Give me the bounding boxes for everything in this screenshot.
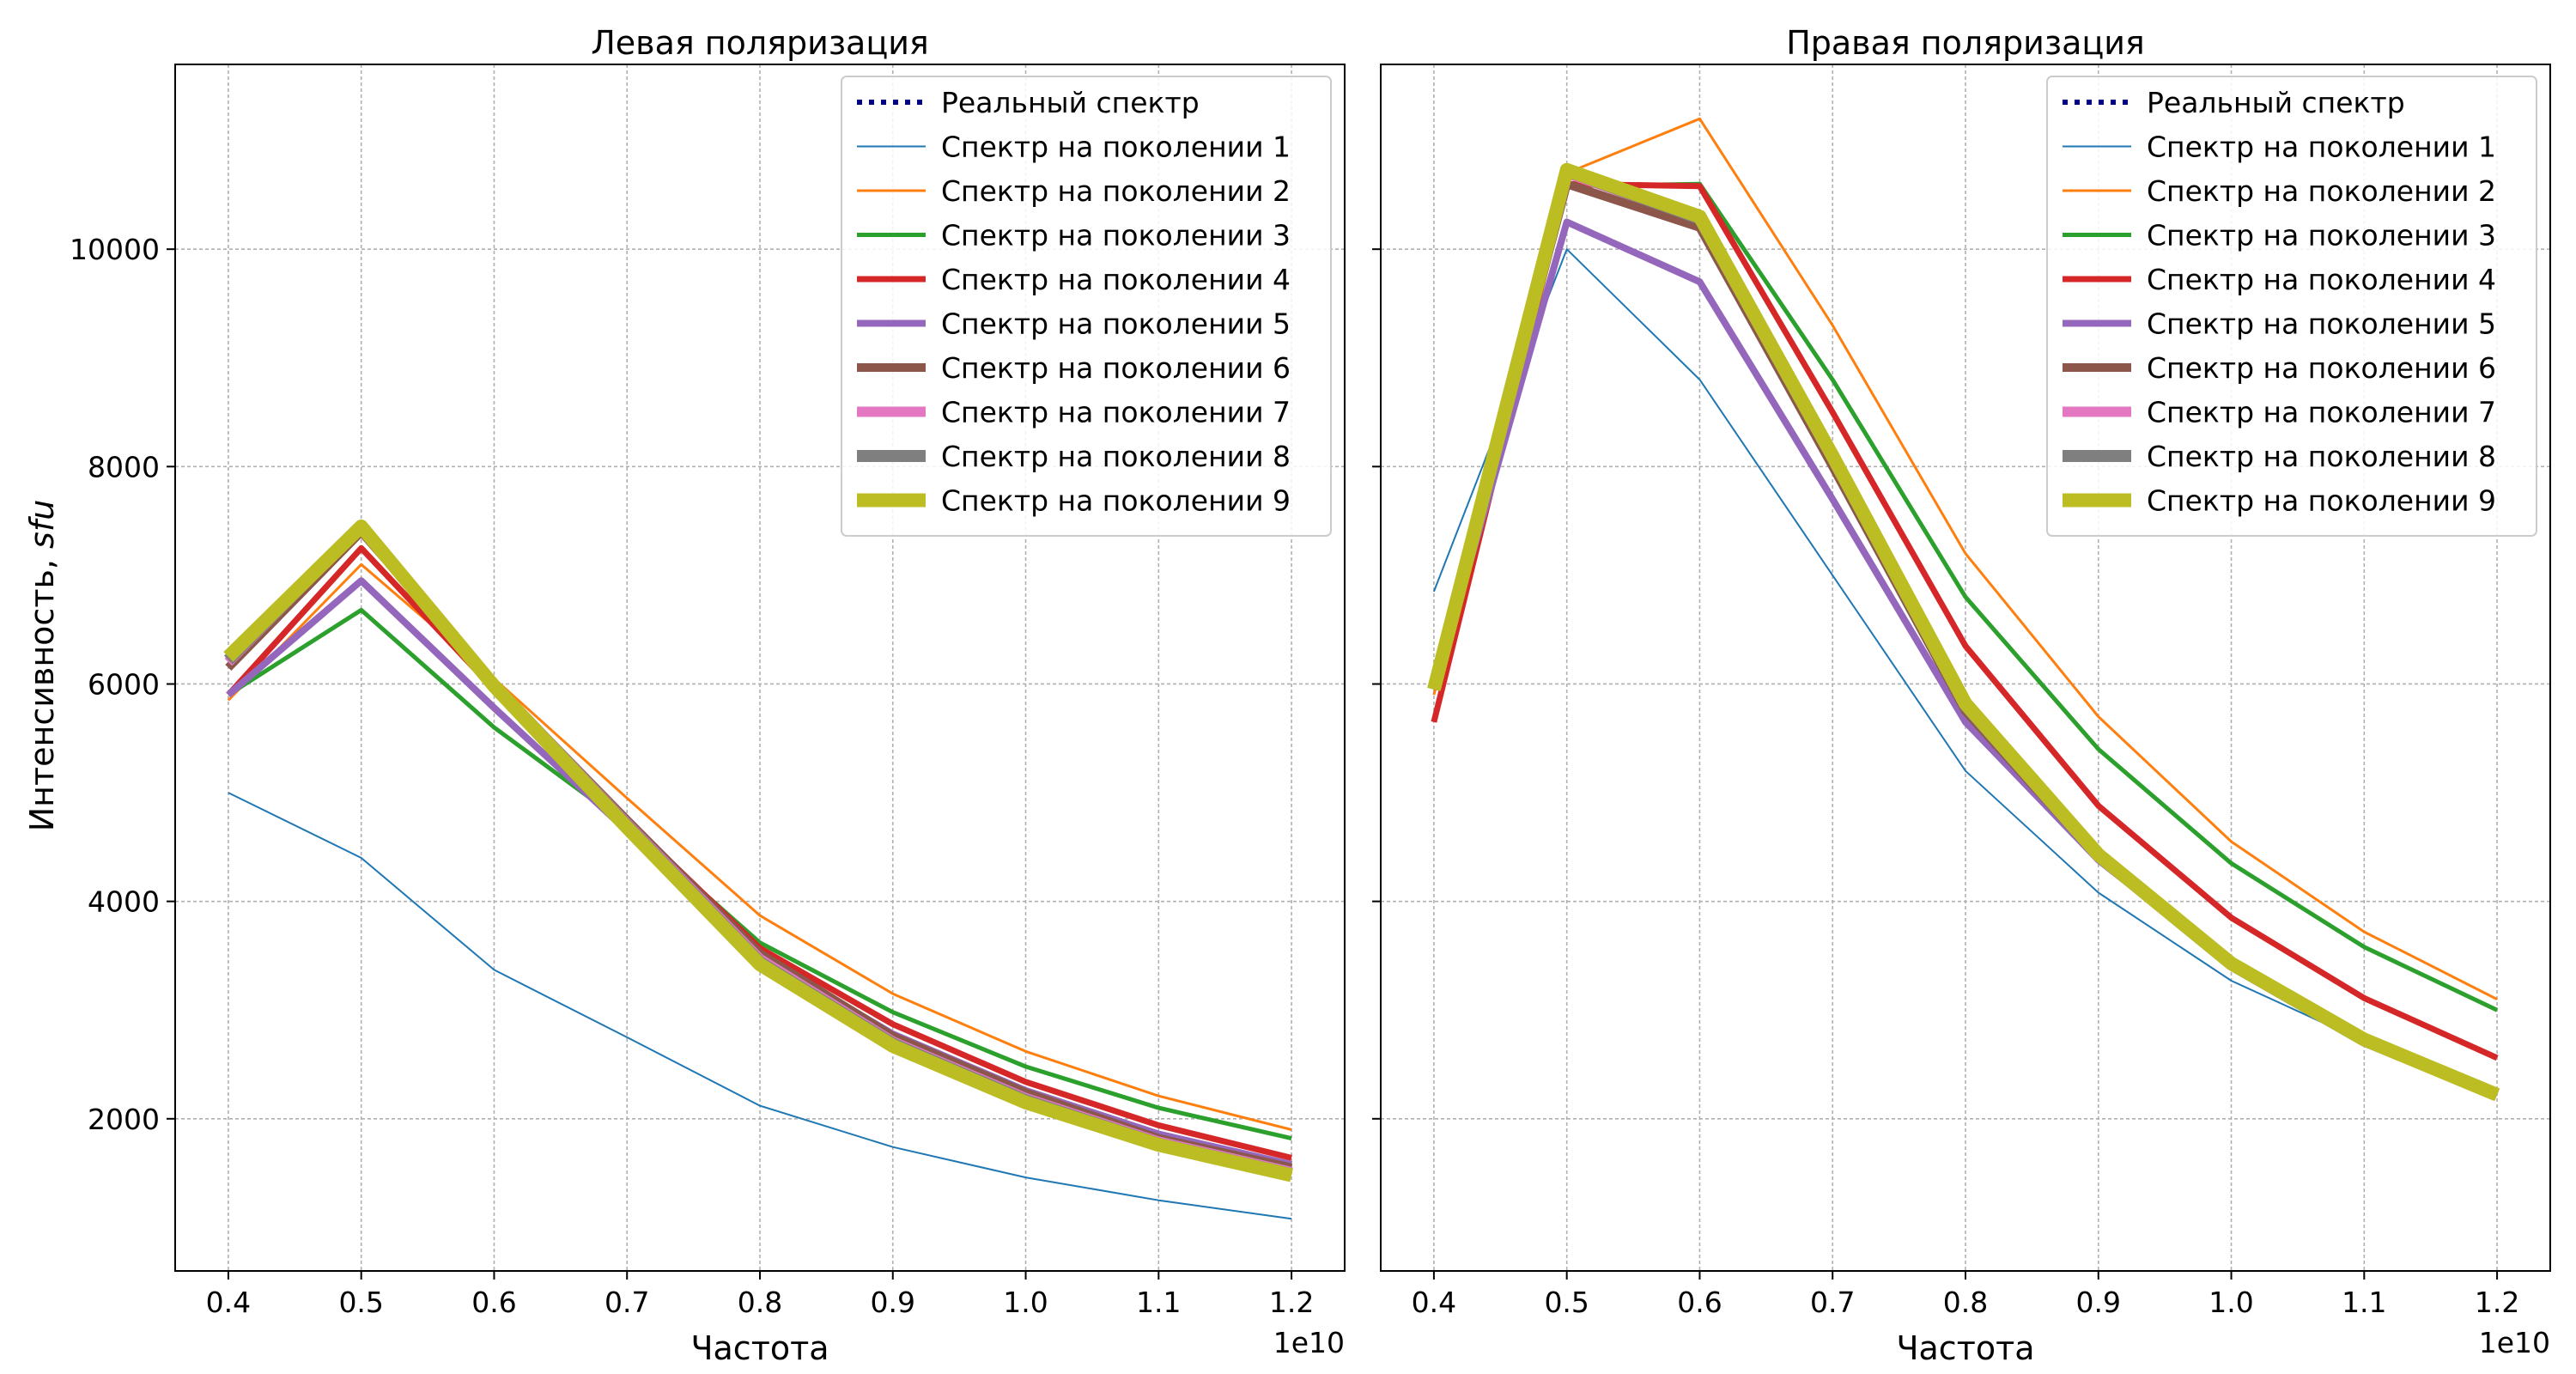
- right-legend: Реальный спектр Спектр на поколении 1 Спек…: [2046, 76, 2537, 537]
- left-x-offset-label: 1e10: [1273, 1326, 1345, 1359]
- y-axis-label-unit: sfu: [23, 500, 61, 549]
- right-legend-label-1: Спектр на поколении 1: [2147, 131, 2496, 164]
- right-legend-label-7: Спектр на поколении 7: [2147, 396, 2496, 429]
- left-chart-title: Левая поляризация: [591, 24, 929, 62]
- right-x-tick-label: 1.2: [2475, 1286, 2519, 1319]
- left-legend-label-1: Спектр на поколении 1: [941, 131, 1291, 164]
- y-axis-label-text: Интенсивность,: [23, 549, 61, 831]
- right-x-tick-label: 0.5: [1544, 1286, 1589, 1319]
- left-y-tick-label: 10000: [70, 233, 160, 266]
- left-y-tick-label: 2000: [88, 1103, 160, 1136]
- right-legend-label-0: Реальный спектр: [2147, 86, 2405, 119]
- right-x-tick-label: 0.9: [2076, 1286, 2121, 1319]
- right-x-tick-label: 0.7: [1810, 1286, 1855, 1319]
- right-x-tick-label: 1.1: [2342, 1286, 2386, 1319]
- left-legend-label-9: Спектр на поколении 9: [941, 484, 1291, 518]
- right-chart-title: Правая поляризация: [1786, 24, 2145, 62]
- left-legend-label-6: Спектр на поколении 6: [941, 351, 1291, 385]
- right-series-line-9: [1427, 162, 2500, 1102]
- left-legend-label-7: Спектр на поколении 7: [941, 396, 1291, 429]
- left-series-line-6: [225, 527, 1293, 1172]
- left-y-tick-label: 4000: [88, 885, 160, 919]
- left-legend-label-3: Спектр на поколении 3: [941, 219, 1291, 252]
- right-legend-label-2: Спектр на поколении 2: [2147, 174, 2496, 208]
- right-x-offset-label: 1e10: [2479, 1326, 2550, 1359]
- shared-y-axis-label: Интенсивность, sfu: [23, 500, 61, 832]
- right-series-line-2: [1432, 117, 2498, 1000]
- left-x-tick-label: 1.0: [1003, 1286, 1048, 1319]
- left-x-tick-label: 0.8: [738, 1286, 782, 1319]
- left-polarization-panel: 0.4 0.5 0.6 0.7 0.8 0.9 1.0 1.1 1.2 2000 4000 6000 8…: [70, 24, 1346, 1367]
- right-legend-label-5: Спектр на поколении 5: [2147, 307, 2496, 341]
- right-x-tick-label: 0.6: [1677, 1286, 1722, 1319]
- right-polarization-panel: 0.4 0.5 0.6 0.7 0.8 0.9 1.0 1.1 1.2 1e10 Частота Пр…: [1372, 24, 2551, 1367]
- left-y-tick-label: 6000: [88, 667, 160, 701]
- left-legend-label-5: Спектр на поколении 5: [941, 307, 1291, 341]
- left-x-tick-label: 0.7: [605, 1286, 649, 1319]
- left-x-tick-label: 1.2: [1269, 1286, 1314, 1319]
- left-y-tick-label: 8000: [88, 450, 160, 483]
- right-x-tick-label: 0.4: [1412, 1286, 1456, 1319]
- right-x-tick-label: 0.8: [1943, 1286, 1988, 1319]
- left-x-tick-label: 0.5: [338, 1286, 383, 1319]
- right-x-axis-label: Частота: [1896, 1329, 2034, 1367]
- right-legend-label-4: Спектр на поколении 4: [2147, 263, 2496, 296]
- right-legend-label-6: Спектр на поколении 6: [2147, 351, 2496, 385]
- left-series-line-3: [227, 607, 1292, 1141]
- left-x-axis-label: Частота: [690, 1329, 829, 1367]
- right-legend-label-9: Спектр на поколении 9: [2147, 484, 2496, 518]
- left-legend: Реальный спектр Спектр на поколении 1 Спек…: [841, 76, 1332, 537]
- left-legend-label-2: Спектр на поколении 2: [941, 174, 1291, 208]
- left-legend-label-0: Реальный спектр: [941, 86, 1200, 119]
- left-legend-label-8: Спектр на поколении 8: [941, 440, 1291, 473]
- left-x-tick-label: 0.4: [206, 1286, 251, 1319]
- right-x-tick-label: 1.0: [2208, 1286, 2253, 1319]
- left-x-tick-label: 1.1: [1136, 1286, 1181, 1319]
- left-legend-label-4: Спектр на поколении 4: [941, 263, 1291, 296]
- left-x-tick-label: 0.9: [871, 1286, 915, 1319]
- left-series-line-2: [227, 562, 1292, 1131]
- right-legend-box: [2046, 76, 2537, 537]
- left-x-tick-label: 0.6: [471, 1286, 516, 1319]
- left-series-line-9: [223, 520, 1293, 1182]
- left-series-line-1: [228, 792, 1292, 1220]
- right-legend-label-8: Спектр на поколении 8: [2147, 440, 2496, 473]
- left-legend-box: [841, 76, 1332, 537]
- right-legend-label-3: Спектр на поколении 3: [2147, 219, 2496, 252]
